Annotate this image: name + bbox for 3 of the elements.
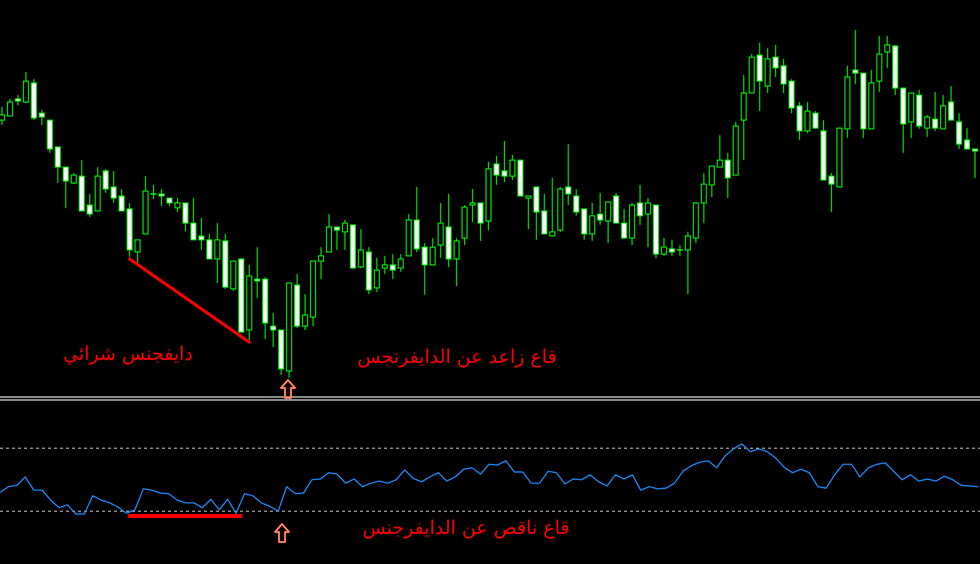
annotation: دايفجنس شرائي <box>63 343 193 365</box>
annotation: قاع ناقص عن الدايفرجنس <box>362 517 570 539</box>
annotation: قاع زاعد عن الدايفرنجس <box>357 346 557 368</box>
